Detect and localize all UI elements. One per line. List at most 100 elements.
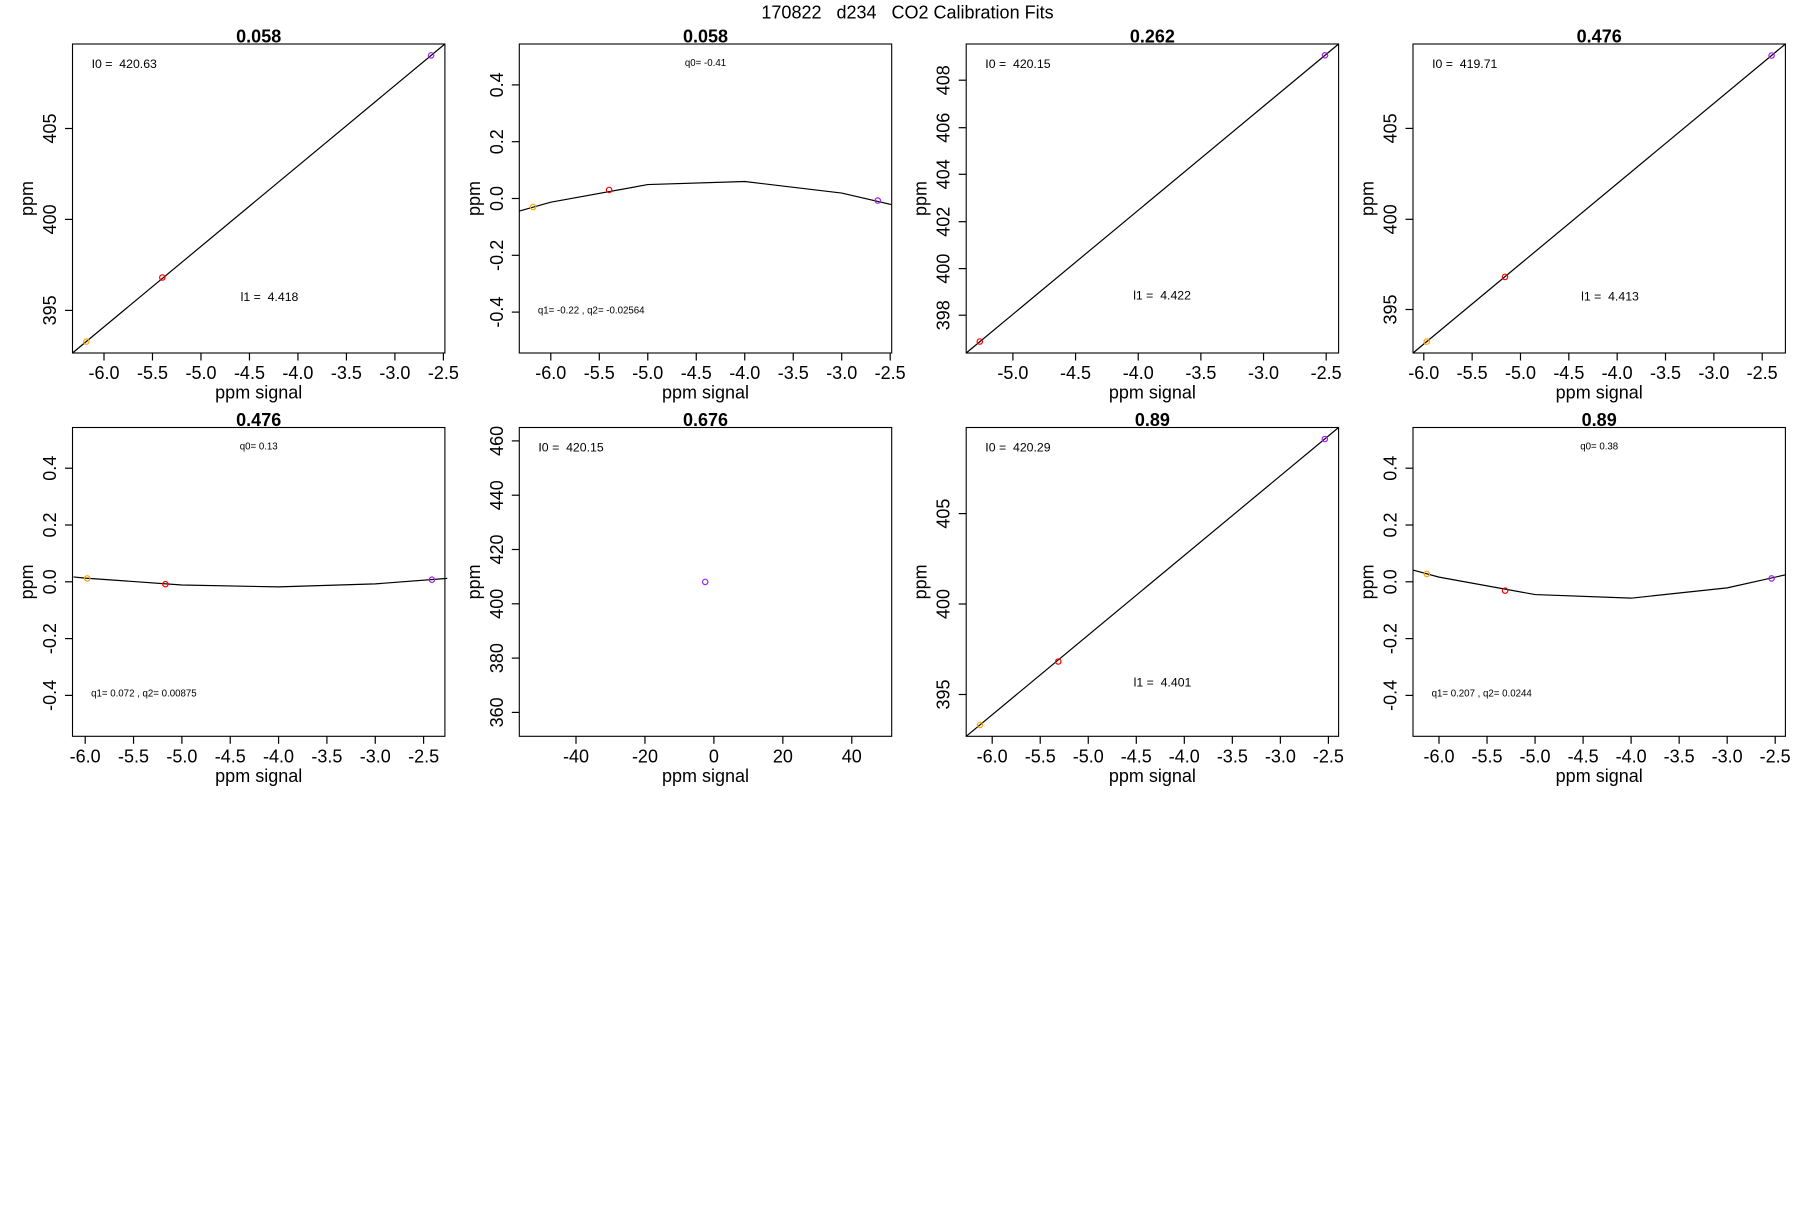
svg-text:l1 = 4.422: l1 = 4.422	[1133, 288, 1191, 302]
svg-text:402: 402	[934, 207, 954, 237]
svg-text:-4.5: -4.5	[1568, 746, 1599, 766]
svg-text:-3.5: -3.5	[1185, 363, 1216, 383]
svg-text:-6.0: -6.0	[1408, 363, 1439, 383]
svg-text:-4.0: -4.0	[282, 363, 313, 383]
svg-text:I0 = 419.71: I0 = 419.71	[1432, 57, 1497, 71]
svg-text:400: 400	[487, 589, 507, 619]
svg-text:ppm: ppm	[464, 564, 484, 599]
svg-text:I0 = 420.63: I0 = 420.63	[92, 57, 157, 71]
svg-text:0.0: 0.0	[40, 569, 60, 594]
svg-text:ppm signal: ppm signal	[215, 383, 302, 403]
svg-text:-3.0: -3.0	[1712, 746, 1743, 766]
svg-text:ppm: ppm	[911, 564, 931, 599]
svg-text:ppm: ppm	[911, 181, 931, 216]
svg-text:0: 0	[709, 746, 719, 766]
svg-text:-2.5: -2.5	[1311, 363, 1342, 383]
svg-text:-2.5: -2.5	[1313, 746, 1344, 766]
svg-text:395: 395	[1381, 294, 1401, 324]
svg-text:-3.0: -3.0	[379, 363, 410, 383]
svg-text:360: 360	[487, 697, 507, 727]
svg-text:ppm signal: ppm signal	[1109, 766, 1196, 786]
svg-text:0.476: 0.476	[236, 410, 281, 430]
svg-text:-0.2: -0.2	[40, 623, 60, 654]
svg-text:-3.5: -3.5	[1664, 746, 1695, 766]
svg-text:0.058: 0.058	[236, 27, 281, 47]
svg-text:-3.5: -3.5	[1217, 746, 1248, 766]
svg-text:-3.5: -3.5	[778, 363, 809, 383]
svg-text:-3.5: -3.5	[1650, 363, 1681, 383]
svg-text:-0.4: -0.4	[487, 297, 507, 328]
svg-text:-3.5: -3.5	[311, 746, 342, 766]
svg-text:0.4: 0.4	[40, 456, 60, 481]
svg-text:406: 406	[934, 113, 954, 143]
svg-text:ppm: ppm	[1358, 181, 1378, 216]
svg-text:-6.0: -6.0	[1423, 746, 1454, 766]
svg-text:I0 = 420.15: I0 = 420.15	[985, 57, 1050, 71]
svg-text:170822 d234 CO2 Calibratio: 170822 d234 CO2 Calibration Fits	[761, 2, 1053, 22]
svg-text:-2.5: -2.5	[875, 363, 906, 383]
svg-text:395: 395	[934, 679, 954, 709]
svg-text:-6.0: -6.0	[88, 363, 119, 383]
svg-text:0.0: 0.0	[487, 186, 507, 211]
svg-text:-2.5: -2.5	[1760, 746, 1791, 766]
svg-text:400: 400	[40, 204, 60, 234]
svg-text:q0= -0.41: q0= -0.41	[685, 58, 726, 69]
svg-text:-5.0: -5.0	[1520, 746, 1551, 766]
svg-text:q1= 0.207 , q2= 0.0244: q1= 0.207 , q2= 0.0244	[1432, 689, 1533, 700]
svg-text:0.058: 0.058	[683, 27, 728, 47]
svg-text:404: 404	[934, 159, 954, 189]
svg-text:0.2: 0.2	[487, 129, 507, 154]
svg-text:0.89: 0.89	[1135, 410, 1170, 430]
svg-text:-4.5: -4.5	[681, 363, 712, 383]
svg-text:-4.5: -4.5	[1060, 363, 1091, 383]
svg-text:q1= 0.072 , q2= 0.00875: q1= 0.072 , q2= 0.00875	[91, 689, 197, 700]
svg-text:-4.0: -4.0	[263, 746, 294, 766]
svg-text:-4.0: -4.0	[1169, 746, 1200, 766]
svg-text:440: 440	[487, 480, 507, 510]
svg-text:380: 380	[487, 643, 507, 673]
svg-text:-5.0: -5.0	[632, 363, 663, 383]
svg-text:-0.4: -0.4	[1381, 680, 1401, 711]
svg-text:-0.4: -0.4	[40, 680, 60, 711]
svg-text:-5.0: -5.0	[997, 363, 1028, 383]
svg-text:-20: -20	[632, 746, 658, 766]
svg-text:I0 = 420.29: I0 = 420.29	[985, 441, 1050, 455]
svg-text:0.262: 0.262	[1130, 27, 1175, 47]
svg-text:-2.5: -2.5	[1747, 363, 1778, 383]
svg-text:-2.5: -2.5	[428, 363, 459, 383]
svg-text:ppm signal: ppm signal	[215, 766, 302, 786]
svg-text:20: 20	[773, 746, 793, 766]
svg-text:0.0: 0.0	[1381, 569, 1401, 594]
svg-text:-0.2: -0.2	[487, 240, 507, 271]
svg-text:405: 405	[934, 499, 954, 529]
svg-text:-0.2: -0.2	[1381, 623, 1401, 654]
svg-text:-4.5: -4.5	[1121, 746, 1152, 766]
svg-text:-4.5: -4.5	[234, 363, 265, 383]
svg-text:405: 405	[40, 113, 60, 143]
svg-text:0.2: 0.2	[40, 512, 60, 537]
svg-text:-4.5: -4.5	[1553, 363, 1584, 383]
svg-text:-5.0: -5.0	[166, 746, 197, 766]
svg-text:ppm: ppm	[17, 181, 37, 216]
svg-text:-3.0: -3.0	[826, 363, 857, 383]
svg-text:0.676: 0.676	[683, 410, 728, 430]
svg-text:-3.0: -3.0	[360, 746, 391, 766]
svg-text:395: 395	[40, 295, 60, 325]
svg-text:0.89: 0.89	[1582, 410, 1617, 430]
svg-text:-4.0: -4.0	[1602, 363, 1633, 383]
svg-text:-6.0: -6.0	[70, 746, 101, 766]
svg-text:ppm: ppm	[464, 181, 484, 216]
svg-text:-5.5: -5.5	[118, 746, 149, 766]
svg-text:-5.5: -5.5	[1457, 363, 1488, 383]
svg-text:0.4: 0.4	[1381, 456, 1401, 481]
svg-text:ppm signal: ppm signal	[662, 383, 749, 403]
svg-text:q0= 0.38: q0= 0.38	[1580, 442, 1618, 453]
svg-text:-6.0: -6.0	[535, 363, 566, 383]
svg-text:398: 398	[934, 300, 954, 330]
svg-text:ppm: ppm	[17, 564, 37, 599]
svg-text:-2.5: -2.5	[408, 746, 439, 766]
svg-text:-3.5: -3.5	[331, 363, 362, 383]
svg-text:0.2: 0.2	[1381, 512, 1401, 537]
svg-text:l1 = 4.413: l1 = 4.413	[1581, 289, 1639, 303]
svg-text:-40: -40	[563, 746, 589, 766]
